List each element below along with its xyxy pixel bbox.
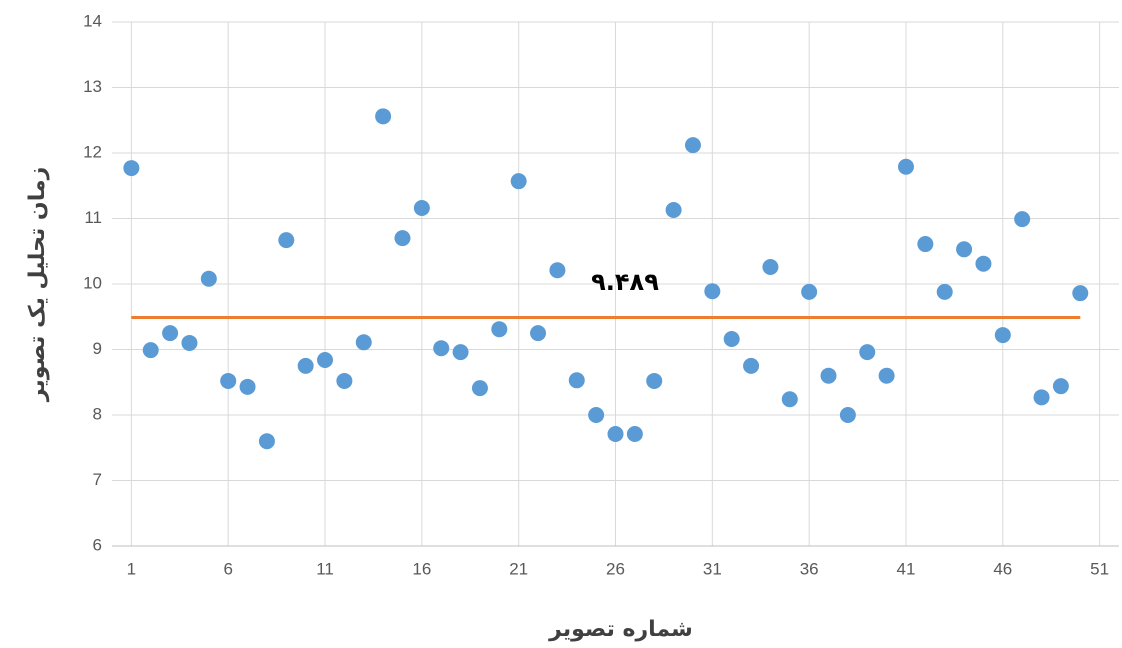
point [258, 433, 275, 450]
point [878, 367, 895, 384]
x-tick-label: 6 [223, 559, 232, 578]
point [665, 201, 682, 218]
point [452, 344, 469, 361]
point [723, 331, 740, 348]
point [1014, 211, 1031, 228]
point [471, 380, 488, 397]
mean-label: ۹.۴۸۹ [591, 268, 659, 296]
y-tick-label: 8 [93, 404, 102, 423]
y-tick-label: 7 [93, 470, 102, 489]
x-tick-label: 11 [316, 559, 334, 578]
y-axis-title: زمان تحلیل یک تصویر [25, 167, 50, 402]
point [336, 372, 353, 389]
y-tick-label: 11 [84, 208, 102, 227]
y-tick-label: 6 [93, 535, 102, 554]
x-tick-label: 41 [897, 559, 916, 578]
point [530, 325, 547, 342]
point [162, 325, 179, 342]
point [355, 334, 372, 351]
point [413, 200, 430, 217]
point [839, 407, 856, 423]
point [801, 283, 818, 300]
point [142, 342, 159, 359]
point [626, 425, 643, 442]
y-tick-label: 14 [83, 11, 102, 30]
point [123, 160, 140, 177]
x-tick-label: 16 [412, 559, 431, 578]
point [917, 236, 934, 253]
point [317, 351, 334, 368]
point [433, 340, 450, 357]
y-tick-label: 10 [83, 273, 102, 292]
point [297, 357, 314, 374]
x-tick-label: 26 [606, 559, 625, 578]
point [491, 321, 508, 338]
point [743, 357, 760, 374]
x-tick-label: 51 [1090, 559, 1109, 578]
point [549, 262, 566, 279]
point [762, 258, 779, 275]
point [220, 372, 237, 389]
y-tick-label: 12 [83, 142, 102, 161]
point [1072, 285, 1089, 302]
point [994, 327, 1011, 344]
point [200, 270, 217, 287]
point [646, 372, 663, 389]
x-axis-title: شماره تصویر [548, 617, 693, 642]
point [1052, 378, 1069, 395]
point [394, 230, 411, 247]
x-tick-label: 46 [993, 559, 1012, 578]
point [975, 255, 992, 272]
point [1033, 389, 1050, 406]
y-tick-label: 9 [93, 339, 102, 358]
point [510, 173, 527, 190]
x-tick-label: 1 [127, 559, 136, 578]
x-tick-label: 21 [509, 559, 528, 578]
point [859, 344, 876, 361]
x-tick-label: 36 [800, 559, 819, 578]
point [684, 137, 701, 154]
point [781, 391, 798, 408]
point [897, 158, 914, 175]
y-tick-label: 13 [83, 77, 102, 96]
point [704, 283, 721, 300]
point [956, 241, 973, 258]
point [607, 425, 624, 442]
point [375, 108, 392, 125]
point [820, 367, 837, 384]
point [568, 372, 585, 389]
point [936, 283, 953, 300]
x-tick-label: 31 [703, 559, 722, 578]
point [181, 334, 198, 351]
point [278, 232, 295, 249]
point [239, 378, 256, 395]
point [588, 407, 605, 423]
